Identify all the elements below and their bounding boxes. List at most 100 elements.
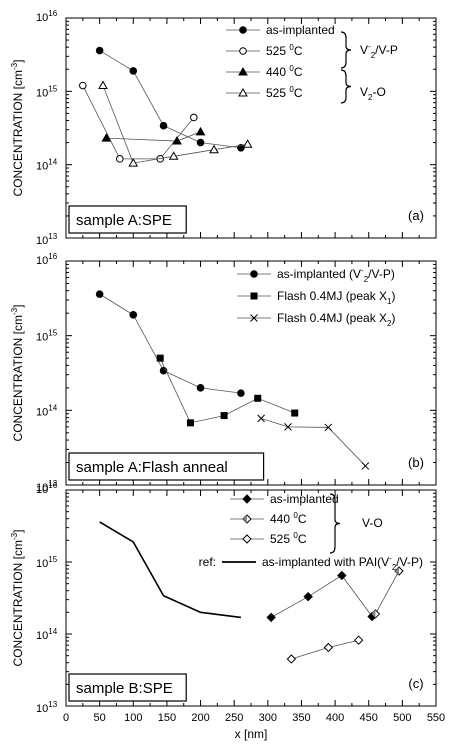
axis-label-text: CONCENTRATION [cm <box>11 540 25 666</box>
tick-exponent: 14 <box>48 627 57 636</box>
legend-brace <box>340 69 352 104</box>
data-point <box>266 612 276 623</box>
panel-label: (b) <box>408 455 424 470</box>
legend-text: Flash 0.4MJ (peak X <box>277 311 387 325</box>
x-axis-label: x [nm] <box>235 727 268 741</box>
data-point <box>303 591 313 602</box>
legend: as-implanted (V-2/V-P) Flash 0.4MJ (peak … <box>237 266 396 328</box>
x-tick-label: 500 <box>393 712 411 724</box>
legend-text: 440 <box>266 65 289 79</box>
legend-entry-label: Flash 0.4MJ (peak X2) <box>277 311 396 328</box>
tick-exponent: 16 <box>48 9 57 18</box>
x-tick-label: 250 <box>225 712 243 724</box>
diamond-shade <box>243 515 247 523</box>
sample-label: sample A:SPE <box>76 212 172 229</box>
tick-exponent: 14 <box>48 158 57 167</box>
legend-text: 525 <box>270 532 293 546</box>
tick-exponent: 15 <box>48 84 57 93</box>
y-axis-label: CONCENTRATION [cm-3] <box>10 305 25 442</box>
data-point <box>220 412 228 420</box>
series-line <box>99 293 241 394</box>
x-tick-label: 300 <box>259 712 277 724</box>
data-point <box>324 423 333 432</box>
y-tick-label: 1014 <box>36 403 58 418</box>
legend-text: Flash 0.4MJ (peak X <box>277 289 387 303</box>
x-tick-label: 0 <box>63 712 69 724</box>
data-point <box>196 138 205 147</box>
series <box>79 81 198 163</box>
tick-exponent: 15 <box>48 555 57 564</box>
legend-superscript: - <box>368 42 371 51</box>
cross-stroke <box>250 314 258 322</box>
data-point <box>186 419 194 427</box>
legend-degree: 0 <box>289 64 294 73</box>
x-tick-label: 150 <box>158 712 176 724</box>
legend-text: /V-P <box>375 43 398 57</box>
x-tick-label: 350 <box>292 712 310 724</box>
data-point <box>129 67 138 75</box>
tick-base: 10 <box>36 558 48 570</box>
legend-subscript: 2 <box>364 275 369 284</box>
legend-text: /V-P) <box>368 267 395 281</box>
series-line <box>260 418 366 467</box>
series <box>156 354 299 427</box>
data-point <box>98 80 108 90</box>
y-tick-label: 1013 <box>36 700 58 715</box>
tick-base: 10 <box>36 630 48 642</box>
legend-text: as-implanted (V <box>277 267 361 281</box>
legend-ref-label: ref: <box>199 555 216 569</box>
legend-superscript: - <box>361 266 364 275</box>
axis-label-text: CONCENTRATION [cm <box>11 315 25 441</box>
tick-base: 10 <box>36 87 48 99</box>
data-point <box>95 46 104 55</box>
diamond-shade <box>371 609 376 618</box>
sample-label-box <box>68 452 265 481</box>
legend-brace <box>340 31 352 69</box>
data-point <box>79 81 87 90</box>
legend-entry-label: Flash 0.4MJ (peak X1) <box>277 289 396 306</box>
sample-label-box <box>68 205 187 234</box>
axis-label-text: ] <box>11 530 25 533</box>
legend-degree: 0 <box>289 85 294 94</box>
axis-label-text: CONCENTRATION [cm <box>11 70 25 196</box>
legend-entry-label: as-implanted (V-2/V-P) <box>277 266 395 284</box>
data-point <box>353 635 364 645</box>
legend-text: 525 <box>266 44 289 58</box>
data-point <box>129 311 138 319</box>
legend-degree: 0 <box>293 531 298 540</box>
y-tick-label: 1014 <box>36 158 58 173</box>
legend-group-label: V-O <box>362 516 383 530</box>
sample-label: sample A:Flash anneal <box>76 459 228 476</box>
tick-base: 10 <box>36 255 48 267</box>
legend-marker <box>242 534 252 544</box>
series <box>95 290 245 397</box>
legend-subscript: 2 <box>371 51 376 60</box>
legend-text: -O <box>372 85 385 99</box>
series <box>370 566 404 619</box>
x-tick-label: 400 <box>326 712 344 724</box>
tick-exponent: 13 <box>48 479 57 488</box>
legend-subscript: 2 <box>368 93 373 102</box>
data-point <box>95 290 104 298</box>
legend-entry-label: 525 0C <box>266 85 303 100</box>
y-tick-label: 1013 <box>36 479 58 494</box>
series-line <box>82 85 195 160</box>
legend-marker <box>242 494 252 504</box>
data-point <box>257 414 265 423</box>
data-point <box>286 654 297 664</box>
cross-stroke <box>361 462 370 470</box>
panel-label: (a) <box>408 208 424 223</box>
y-tick-label: 1015 <box>36 84 58 99</box>
legend-text: /V-P) <box>396 555 423 569</box>
legend-text: V <box>360 43 368 57</box>
legend-marker <box>242 514 252 524</box>
data-point <box>237 143 245 152</box>
axis-label-text: ] <box>11 305 25 308</box>
legend-text: as-implanted with PAI(V <box>262 555 389 569</box>
legend-text: 525 <box>266 86 289 100</box>
data-point <box>101 133 112 142</box>
legend-group-label: V2-O <box>360 85 386 102</box>
